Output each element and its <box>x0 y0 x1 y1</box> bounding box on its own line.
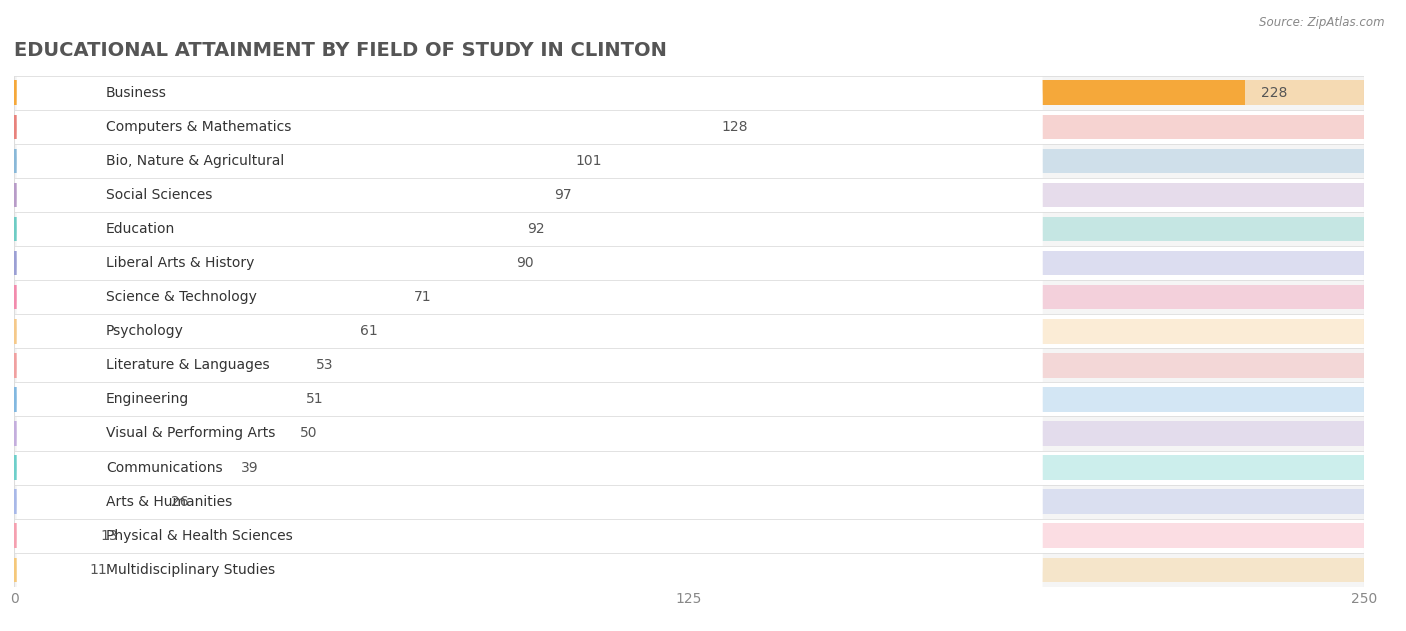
FancyBboxPatch shape <box>14 553 1364 587</box>
FancyBboxPatch shape <box>17 440 1043 631</box>
Text: 51: 51 <box>305 392 323 406</box>
Text: 101: 101 <box>575 154 602 168</box>
FancyBboxPatch shape <box>14 314 1364 348</box>
Text: 53: 53 <box>316 358 333 372</box>
Bar <box>14 558 1364 582</box>
Bar <box>14 490 155 514</box>
FancyBboxPatch shape <box>17 66 1043 256</box>
FancyBboxPatch shape <box>17 406 1043 597</box>
FancyBboxPatch shape <box>17 32 1043 222</box>
Bar <box>14 251 1364 275</box>
Text: 26: 26 <box>170 495 188 509</box>
Text: Liberal Arts & History: Liberal Arts & History <box>105 256 254 270</box>
FancyBboxPatch shape <box>17 134 1043 324</box>
Bar <box>14 217 510 241</box>
Bar <box>14 387 290 411</box>
Bar <box>14 319 343 343</box>
FancyBboxPatch shape <box>17 338 1043 529</box>
FancyBboxPatch shape <box>17 202 1043 392</box>
Text: 90: 90 <box>516 256 534 270</box>
Text: Education: Education <box>105 222 176 236</box>
FancyBboxPatch shape <box>14 485 1364 519</box>
Bar <box>14 524 84 548</box>
FancyBboxPatch shape <box>14 382 1364 416</box>
Text: Engineering: Engineering <box>105 392 188 406</box>
Bar <box>14 558 73 582</box>
Text: Physical & Health Sciences: Physical & Health Sciences <box>105 529 292 543</box>
Text: Arts & Humanities: Arts & Humanities <box>105 495 232 509</box>
FancyBboxPatch shape <box>17 0 1043 188</box>
FancyBboxPatch shape <box>17 475 1043 631</box>
FancyBboxPatch shape <box>17 270 1043 461</box>
Text: Computers & Mathematics: Computers & Mathematics <box>105 120 291 134</box>
Text: Communications: Communications <box>105 461 222 475</box>
FancyBboxPatch shape <box>17 100 1043 290</box>
Text: 11: 11 <box>90 563 107 577</box>
Bar <box>14 353 301 377</box>
Text: Multidisciplinary Studies: Multidisciplinary Studies <box>105 563 276 577</box>
FancyBboxPatch shape <box>14 212 1364 246</box>
Text: Social Sciences: Social Sciences <box>105 188 212 202</box>
Text: 39: 39 <box>240 461 259 475</box>
Text: 92: 92 <box>527 222 544 236</box>
FancyBboxPatch shape <box>17 236 1043 427</box>
FancyBboxPatch shape <box>17 168 1043 358</box>
Text: 228: 228 <box>1261 86 1288 100</box>
FancyBboxPatch shape <box>14 280 1364 314</box>
Bar <box>14 81 1246 105</box>
Bar <box>14 217 1364 241</box>
FancyBboxPatch shape <box>14 246 1364 280</box>
FancyBboxPatch shape <box>14 178 1364 212</box>
Bar <box>14 387 1364 411</box>
FancyBboxPatch shape <box>17 372 1043 563</box>
Text: EDUCATIONAL ATTAINMENT BY FIELD OF STUDY IN CLINTON: EDUCATIONAL ATTAINMENT BY FIELD OF STUDY… <box>14 41 666 61</box>
Bar <box>14 81 1364 105</box>
Text: Business: Business <box>105 86 167 100</box>
Text: 61: 61 <box>360 324 377 338</box>
Text: Science & Technology: Science & Technology <box>105 290 257 304</box>
FancyBboxPatch shape <box>14 110 1364 144</box>
Bar <box>14 490 1364 514</box>
Bar <box>14 353 1364 377</box>
Text: Bio, Nature & Agricultural: Bio, Nature & Agricultural <box>105 154 284 168</box>
FancyBboxPatch shape <box>14 144 1364 178</box>
Bar <box>14 149 1364 173</box>
Bar <box>14 183 537 207</box>
Bar <box>14 422 284 445</box>
Bar <box>14 285 1364 309</box>
Text: Psychology: Psychology <box>105 324 184 338</box>
Text: Source: ZipAtlas.com: Source: ZipAtlas.com <box>1260 16 1385 29</box>
FancyBboxPatch shape <box>14 416 1364 451</box>
Text: 71: 71 <box>413 290 432 304</box>
Bar <box>14 422 1364 445</box>
Bar <box>14 285 398 309</box>
Bar <box>14 115 1364 139</box>
Text: 128: 128 <box>721 120 748 134</box>
Text: 50: 50 <box>301 427 318 440</box>
FancyBboxPatch shape <box>14 519 1364 553</box>
FancyBboxPatch shape <box>17 304 1043 495</box>
Bar <box>14 456 1364 480</box>
Text: 13: 13 <box>100 529 118 543</box>
Text: Visual & Performing Arts: Visual & Performing Arts <box>105 427 276 440</box>
Bar <box>14 319 1364 343</box>
FancyBboxPatch shape <box>14 348 1364 382</box>
Bar <box>14 456 225 480</box>
Text: 97: 97 <box>554 188 572 202</box>
FancyBboxPatch shape <box>14 451 1364 485</box>
Bar <box>14 115 706 139</box>
Bar <box>14 251 501 275</box>
FancyBboxPatch shape <box>14 76 1364 110</box>
Bar <box>14 183 1364 207</box>
Text: Literature & Languages: Literature & Languages <box>105 358 270 372</box>
Bar <box>14 524 1364 548</box>
Bar <box>14 149 560 173</box>
